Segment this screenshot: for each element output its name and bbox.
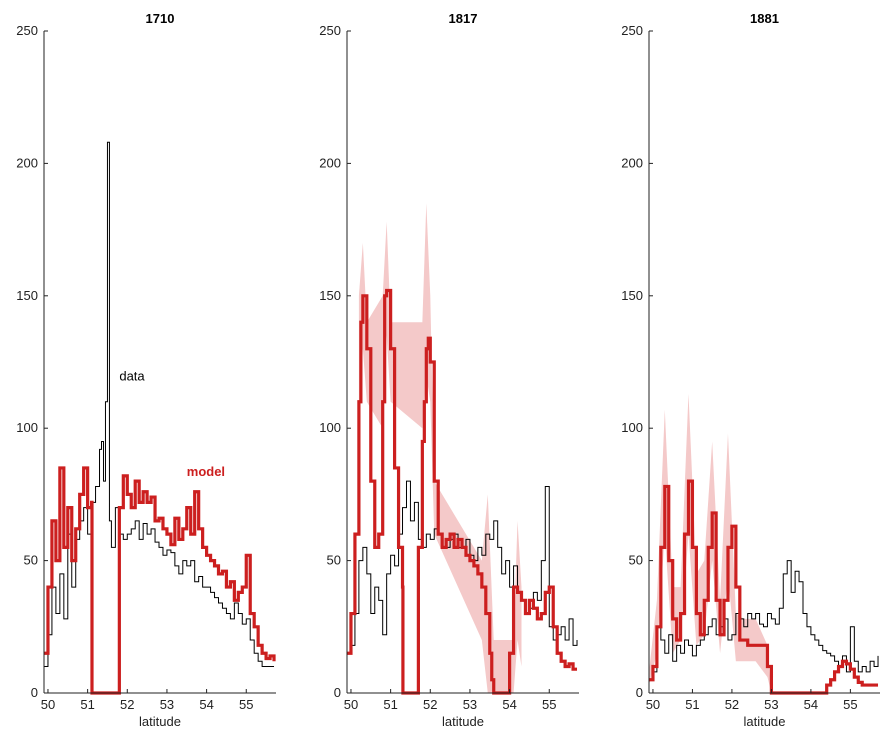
y-tick-label: 0 [31,685,38,700]
x-axis-label: latitude [442,714,484,729]
y-tick-label: 250 [621,23,643,38]
annotation-data: data [119,369,145,384]
x-tick-label: 54 [199,697,213,712]
panel-title: 1710 [146,11,175,26]
y-tick-label: 100 [621,420,643,435]
x-tick-label: 52 [423,697,437,712]
x-tick-label: 50 [344,697,358,712]
x-axis-label: latitude [744,714,786,729]
y-tick-label: 0 [334,685,341,700]
y-tick-label: 50 [629,553,643,568]
x-tick-label: 55 [239,697,253,712]
x-tick-label: 54 [502,697,516,712]
y-tick-label: 250 [16,23,38,38]
x-axis-label: latitude [139,714,181,729]
x-tick-label: 55 [843,697,857,712]
series-model-1817 [347,288,578,695]
y-tick-label: 150 [16,288,38,303]
y-tick-label: 100 [319,420,341,435]
panel-title: 1881 [750,11,779,26]
model-band-1817-0 [358,203,522,693]
annotation-model: model [187,464,225,479]
x-tick-label: 51 [80,697,94,712]
y-tick-label: 150 [319,288,341,303]
x-tick-label: 50 [41,697,55,712]
y-tick-label: 150 [621,288,643,303]
y-tick-label: 200 [16,155,38,170]
x-tick-label: 55 [542,697,556,712]
series-data-1710 [44,141,275,668]
y-tick-label: 0 [636,685,643,700]
x-tick-label: 53 [764,697,778,712]
y-tick-label: 100 [16,420,38,435]
y-tick-label: 200 [319,155,341,170]
y-tick-label: 200 [621,155,643,170]
y-tick-label: 50 [327,553,341,568]
x-tick-label: 52 [725,697,739,712]
x-tick-label: 51 [685,697,699,712]
x-tick-label: 53 [463,697,477,712]
x-tick-label: 50 [646,697,660,712]
series-model-1881 [649,479,879,695]
x-tick-label: 52 [120,697,134,712]
x-tick-label: 53 [160,697,174,712]
series-model-1710 [44,466,276,695]
y-tick-label: 50 [24,553,38,568]
x-tick-label: 51 [383,697,397,712]
panel-title: 1817 [449,11,478,26]
y-tick-label: 250 [319,23,341,38]
x-tick-label: 54 [804,697,818,712]
